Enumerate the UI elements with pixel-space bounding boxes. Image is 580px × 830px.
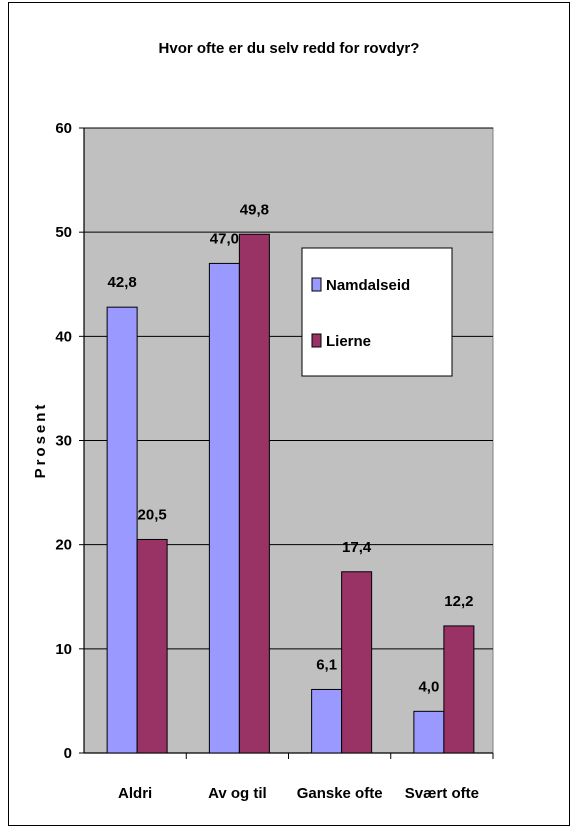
y-tick-label: 60: [55, 120, 72, 137]
bar-lierne: [136, 538, 168, 754]
data-label: 12,2: [444, 593, 473, 610]
y-tick-label: 0: [64, 745, 72, 762]
data-label: 20,5: [138, 506, 167, 523]
bar-namdalseid: [311, 688, 343, 754]
x-tick-label: Av og til: [208, 785, 267, 802]
legend-swatch: [311, 277, 322, 292]
y-tick-label: 40: [55, 328, 72, 345]
x-tick-label: Aldri: [118, 785, 152, 802]
bar-lierne: [238, 233, 270, 754]
data-label: 4,0: [418, 678, 439, 695]
bar-lierne: [443, 625, 475, 754]
legend-swatch: [311, 333, 322, 348]
y-tick-label: 10: [55, 641, 72, 658]
bar-namdalseid: [208, 262, 240, 754]
data-label: 42,8: [108, 274, 137, 291]
legend: [301, 247, 453, 377]
legend-label: Lierne: [326, 333, 371, 350]
bar-namdalseid: [106, 306, 138, 754]
x-tick-label: Svært ofte: [405, 785, 479, 802]
data-label: 17,4: [342, 539, 372, 556]
y-axis-label: Prosent: [32, 402, 49, 479]
legend-label: Namdalseid: [326, 277, 410, 294]
data-label: 49,8: [240, 201, 269, 218]
y-tick-label: 20: [55, 537, 72, 554]
x-tick-label: Ganske ofte: [297, 785, 383, 802]
y-tick-label: 50: [55, 224, 72, 241]
data-label: 6,1: [316, 656, 337, 673]
data-label: 47,0: [210, 230, 239, 247]
chart-title: Hvor ofte er du selv redd for rovdyr?: [159, 40, 420, 57]
y-tick-label: 30: [55, 433, 72, 450]
bar-lierne: [341, 571, 373, 754]
bar-namdalseid: [413, 710, 445, 754]
